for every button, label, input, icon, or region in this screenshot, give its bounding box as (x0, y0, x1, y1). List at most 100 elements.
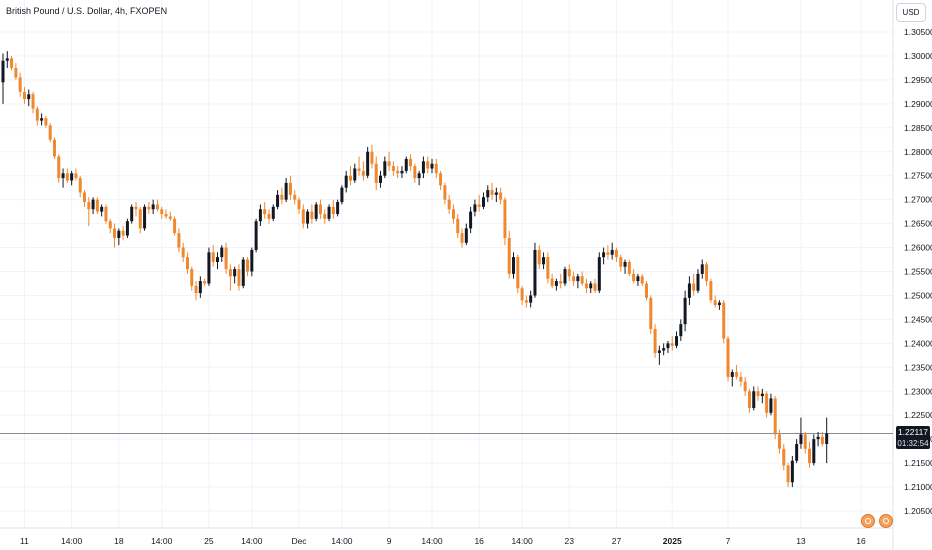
candle-body (155, 204, 159, 210)
candle-body (486, 190, 490, 198)
y-tick-label: 1.27000 (904, 195, 932, 205)
y-tick-label: 1.25500 (904, 267, 932, 277)
candle-body (306, 211, 310, 224)
candle-body (666, 343, 670, 349)
candle-body (233, 269, 237, 277)
candle-body (391, 166, 395, 171)
candle-body (640, 276, 644, 284)
candle-body (18, 77, 22, 92)
candle-body (271, 206, 275, 219)
candle-body (1, 60, 5, 83)
candle-body (138, 209, 142, 229)
candle-body (820, 436, 824, 444)
candle-body (203, 281, 207, 284)
candle-body (760, 393, 764, 397)
candle-body (44, 118, 48, 126)
candle-body (567, 269, 571, 277)
candle-body (27, 94, 31, 100)
candle-body (589, 283, 593, 289)
candle-body (490, 190, 494, 195)
x-tick-label: 16 (474, 536, 484, 546)
candle-body (370, 151, 374, 164)
y-tick-label: 1.30500 (904, 27, 932, 37)
x-tick-label: 9 (387, 536, 392, 546)
candle-body (679, 324, 683, 337)
candle-body (181, 247, 185, 258)
candle-body (125, 221, 129, 236)
candle-body (207, 252, 211, 284)
x-tick-label: 14:00 (151, 536, 173, 546)
candle-body (293, 194, 297, 200)
candle-body (743, 381, 747, 392)
y-tick-label: 1.22500 (904, 410, 932, 420)
candle-body (336, 202, 340, 215)
candle-body (147, 206, 151, 210)
candle-body (151, 204, 155, 210)
candle-body (735, 372, 739, 377)
candle-body (430, 163, 434, 169)
candle-body (65, 173, 69, 181)
candle-body (173, 218, 177, 234)
candle-body (687, 283, 691, 298)
currency-button[interactable]: USD (896, 3, 926, 22)
candle-body (87, 202, 91, 210)
candle-body (606, 252, 610, 255)
candle-body (516, 257, 520, 289)
candle-body (331, 206, 335, 215)
candle-body (310, 211, 314, 219)
candle-body (662, 348, 666, 351)
candle-body (584, 283, 588, 289)
candle-body (357, 168, 361, 171)
candle-body (790, 460, 794, 483)
candle-body (379, 175, 383, 183)
candle-body (670, 343, 674, 346)
symbol-title[interactable]: British Pound / U.S. Dollar, 4h, FXOPEN (6, 6, 168, 16)
economic-event-icon[interactable] (879, 514, 893, 528)
candle-body (276, 194, 280, 207)
y-tick-label: 1.28500 (904, 123, 932, 133)
economic-event-icon[interactable] (861, 514, 875, 528)
candle-body (657, 350, 661, 353)
candle-body (267, 214, 271, 219)
candle-body (460, 233, 464, 243)
candle-body (808, 448, 812, 464)
candle-body (190, 269, 194, 286)
x-tick-label: 18 (114, 536, 124, 546)
candle-body (477, 204, 481, 207)
candle-body (700, 264, 704, 274)
candle-body (520, 288, 524, 301)
candle-body (563, 269, 567, 284)
candle-body (597, 257, 601, 291)
candle-body (35, 108, 39, 121)
bar-countdown: 01:32:54 (897, 439, 929, 448)
candle-body (512, 257, 516, 274)
x-tick-label: 27 (612, 536, 622, 546)
candle-body (224, 247, 228, 270)
candle-body (383, 161, 387, 176)
candle-body (241, 259, 245, 286)
x-tick-label: 13 (796, 536, 806, 546)
x-tick-label: 2025 (663, 536, 682, 546)
candle-body (413, 166, 417, 179)
y-tick-label: 1.26500 (904, 219, 932, 229)
x-tick-label: 16 (856, 536, 866, 546)
candle-body (10, 58, 14, 68)
candle-body (499, 192, 503, 200)
candle-body (494, 192, 498, 195)
candle-body (752, 391, 756, 409)
candle-body (61, 173, 65, 179)
y-tick-label: 1.28000 (904, 147, 932, 157)
candle-body (254, 221, 258, 250)
candle-body (400, 170, 404, 174)
candle-body (726, 338, 730, 377)
candle-body (782, 448, 786, 466)
candle-body (627, 261, 631, 274)
y-tick-label: 1.29500 (904, 75, 932, 85)
candle-body (348, 175, 352, 181)
candle-body (52, 139, 56, 157)
candle-body (451, 209, 455, 219)
candle-body (747, 391, 751, 409)
candle-body (258, 209, 262, 222)
